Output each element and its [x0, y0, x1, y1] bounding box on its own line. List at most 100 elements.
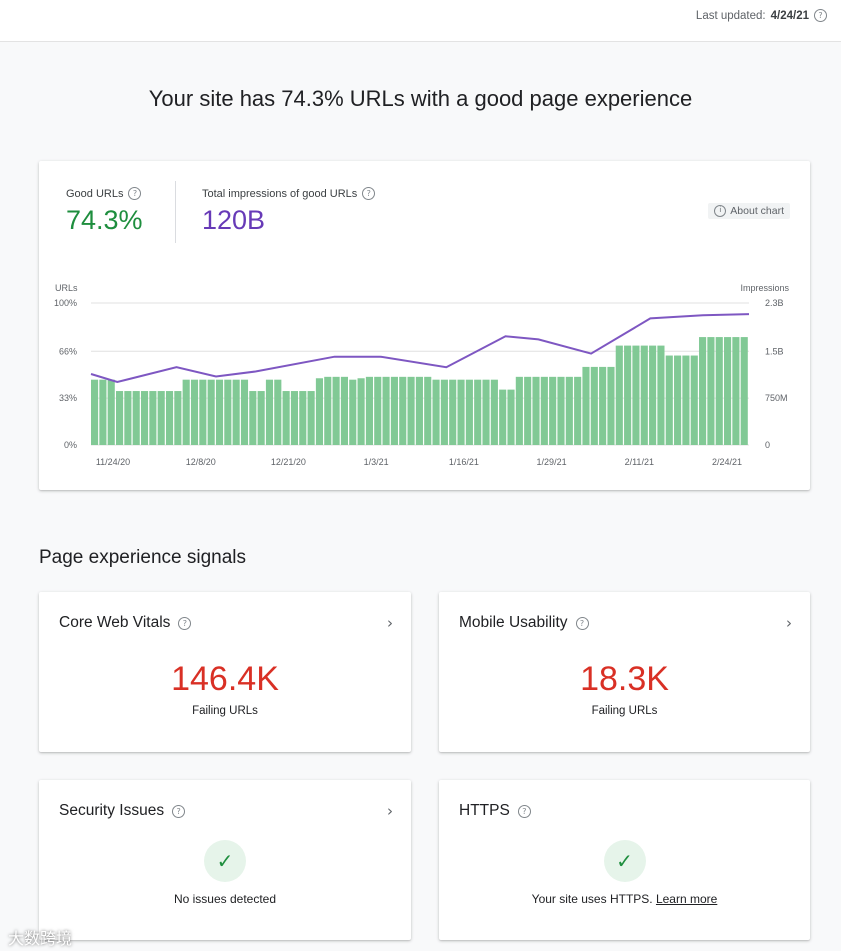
bar [399, 376, 407, 445]
help-circle-icon[interactable]: ? [172, 804, 186, 818]
bar [740, 337, 748, 445]
bar [374, 376, 382, 445]
impressions-metric[interactable]: Total impressions of good URLs? 120B [202, 187, 376, 236]
help-circle-icon[interactable]: ? [128, 187, 142, 200]
right-axis-title: Impressions [740, 283, 789, 293]
bar [207, 379, 215, 445]
left-tick-label: 33% [59, 393, 77, 403]
core-web-vitals-title: Core Web Vitals [59, 614, 171, 631]
mobile-usability-value: 18.3K [580, 660, 669, 698]
bar [149, 391, 157, 445]
https-card: HTTPS? ✓ Your site uses HTTPS. Learn mor… [439, 780, 810, 940]
left-tick-label: 0% [64, 440, 77, 450]
learn-more-link[interactable]: Learn more [655, 892, 718, 906]
x-tick-label: 2/24/21 [712, 457, 742, 467]
last-updated: Last updated: 4/24/21 ? [696, 9, 827, 22]
bar [524, 376, 532, 445]
x-tick-label: 1/16/21 [449, 457, 479, 467]
bar [707, 337, 715, 445]
https-title: HTTPS [459, 802, 510, 819]
bar [690, 355, 698, 445]
bar [499, 389, 507, 445]
bar [307, 391, 315, 445]
bar [132, 391, 140, 445]
chevron-right-icon[interactable]: › [387, 614, 393, 632]
x-tick-label: 2/11/21 [625, 457, 654, 467]
core-web-vitals-card[interactable]: Core Web Vitals? › 146.4K Failing URLs [39, 592, 411, 752]
x-tick-label: 12/8/20 [186, 457, 216, 467]
check-icon: ✓ [603, 840, 646, 882]
bar [557, 376, 565, 445]
help-circle-icon[interactable]: ? [178, 616, 192, 630]
urls-impressions-chart: 100% 2.3B 66% 1.5B 33% 750M 0% 0 URLs Impressions… [54, 283, 790, 467]
bar [657, 345, 665, 445]
bar [407, 376, 415, 445]
security-issues-title: Security Issues [59, 802, 165, 819]
bar [724, 337, 732, 445]
top-bar: Last updated: 4/24/21 ? [0, 0, 841, 42]
bar [174, 391, 182, 445]
help-circle-icon[interactable]: ? [362, 187, 376, 200]
bar [357, 378, 365, 445]
chevron-right-icon[interactable]: › [786, 614, 792, 632]
bar [482, 379, 490, 445]
bar [199, 379, 207, 445]
bar [332, 376, 340, 445]
impressions-value: 120B [202, 205, 266, 235]
mobile-usability-title: Mobile Usability [459, 614, 568, 631]
bar [424, 376, 432, 445]
last-updated-label: Last updated: [695, 9, 766, 22]
core-web-vitals-caption: Failing URLs [192, 705, 258, 717]
bar [432, 379, 440, 445]
bar [474, 379, 482, 445]
core-web-vitals-value: 146.4K [171, 660, 279, 698]
metric-divider [175, 181, 176, 243]
bar [565, 376, 573, 445]
x-tick-label: 12/21/20 [271, 457, 306, 467]
bar [165, 391, 174, 445]
bar [515, 376, 523, 445]
bar [340, 376, 349, 445]
overview-chart-card: Good URLs? 74.3% Total impressions of go… [39, 161, 810, 490]
left-tick-label: 66% [59, 346, 77, 356]
bar [224, 379, 232, 445]
bar [732, 337, 740, 445]
bar [257, 391, 265, 445]
help-circle-icon[interactable]: ? [517, 804, 531, 818]
bar [699, 337, 707, 445]
help-circle-icon[interactable]: ? [575, 616, 589, 630]
chevron-right-icon[interactable]: › [387, 802, 393, 820]
page-title: Your site has 74.3% URLs with a good pag… [148, 86, 693, 111]
about-chart-button[interactable]: i About chart [708, 203, 790, 219]
https-caption-row: Your site uses HTTPS. Learn more [439, 892, 810, 906]
bar [715, 337, 723, 445]
bar [265, 379, 274, 445]
right-tick-label: 1.5B [765, 346, 784, 356]
bar [465, 379, 473, 445]
mobile-usability-card[interactable]: Mobile Usability? › 18.3K Failing URLs [439, 592, 810, 752]
bar [240, 379, 249, 445]
bar [507, 389, 515, 445]
security-issues-caption: No issues detected [173, 892, 277, 906]
bar [582, 366, 590, 445]
security-issues-card[interactable]: Security Issues? › ✓ No issues detected [39, 780, 411, 940]
bar [599, 366, 607, 445]
right-tick-label: 2.3B [765, 298, 784, 308]
last-updated-date: 4/24/21 [770, 9, 809, 22]
check-icon: ✓ [204, 840, 246, 882]
bar [382, 376, 390, 445]
bar [549, 376, 557, 445]
help-circle-icon[interactable]: ? [814, 9, 827, 22]
x-tick-label: 1/29/21 [537, 457, 567, 467]
bar [665, 355, 673, 445]
bar [249, 391, 257, 445]
bar [290, 391, 299, 445]
about-chart-label: About chart [730, 205, 784, 217]
x-tick-label: 11/24/20 [96, 457, 130, 467]
bar [574, 376, 582, 445]
good-urls-metric[interactable]: Good URLs? 74.3% [66, 187, 143, 236]
bar [157, 391, 165, 445]
bar [349, 379, 357, 445]
bar [124, 391, 132, 445]
section-title: Page experience signals [39, 547, 247, 568]
